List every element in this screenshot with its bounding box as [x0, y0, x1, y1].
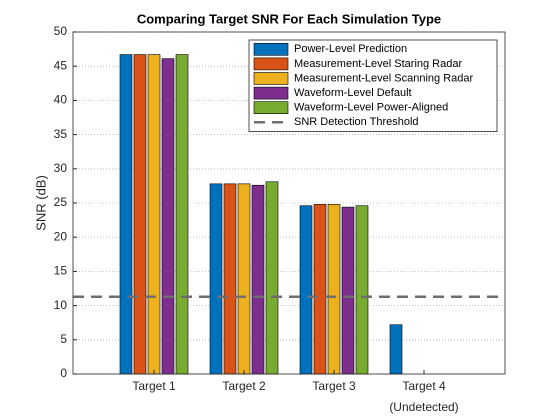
- y-tick-label: 25: [54, 195, 68, 209]
- legend-label: Measurement-Level Staring Radar: [294, 58, 462, 70]
- legend-swatch: [253, 101, 289, 114]
- bar: [355, 205, 369, 375]
- y-tick-label: 45: [54, 58, 68, 72]
- bar: [119, 54, 133, 375]
- y-tick-label: 10: [54, 298, 68, 312]
- bar: [223, 183, 237, 375]
- legend-label: Power-Level Prediction: [294, 43, 407, 55]
- x-tick-label: Target 4: [402, 379, 446, 393]
- bar: [237, 183, 251, 375]
- bar: [327, 204, 341, 375]
- legend-label: SNR Detection Threshold: [294, 116, 419, 128]
- legend-swatch: [253, 57, 289, 71]
- legend-box: [248, 39, 498, 132]
- y-tick-label: 5: [60, 332, 67, 346]
- chart-title: Comparing Target SNR For Each Simulation…: [137, 11, 441, 26]
- x-tick-label: Target 2: [222, 379, 266, 393]
- legend-swatch: [253, 42, 289, 56]
- y-tick-label: 50: [54, 24, 68, 38]
- legend-label: Waveform-Level Power-Aligned: [294, 102, 448, 114]
- y-tick-label: 20: [54, 229, 68, 243]
- legend: Power-Level Prediction Measurement-Level …: [248, 39, 498, 132]
- bar: [133, 54, 147, 375]
- bar: [175, 54, 189, 375]
- bar: [147, 54, 161, 375]
- legend-label: Waveform-Level Default: [294, 87, 412, 99]
- bar: [299, 205, 313, 375]
- legend-swatch: [253, 72, 289, 85]
- y-tick-label: 35: [54, 127, 68, 141]
- bar: [389, 324, 403, 375]
- y-tick-label: 40: [54, 93, 68, 107]
- legend-swatch: [253, 86, 289, 100]
- y-axis-label: SNR (dB): [33, 175, 48, 231]
- y-tick-label: 15: [54, 264, 68, 278]
- x-tick-label: (Undetected): [389, 400, 458, 414]
- bar: [265, 181, 279, 375]
- bar: [313, 204, 327, 375]
- bar: [251, 184, 265, 375]
- axes-box: [72, 31, 506, 375]
- y-tick-label: 30: [54, 161, 68, 175]
- x-tick-label: Target 1: [132, 379, 176, 393]
- bar: [161, 58, 175, 375]
- legend-label: Measurement-Level Scanning Radar: [294, 72, 473, 84]
- bar: [209, 183, 223, 375]
- y-tick-label: 0: [60, 366, 67, 380]
- bar: [341, 206, 355, 375]
- x-tick-label: Target 3: [312, 379, 356, 393]
